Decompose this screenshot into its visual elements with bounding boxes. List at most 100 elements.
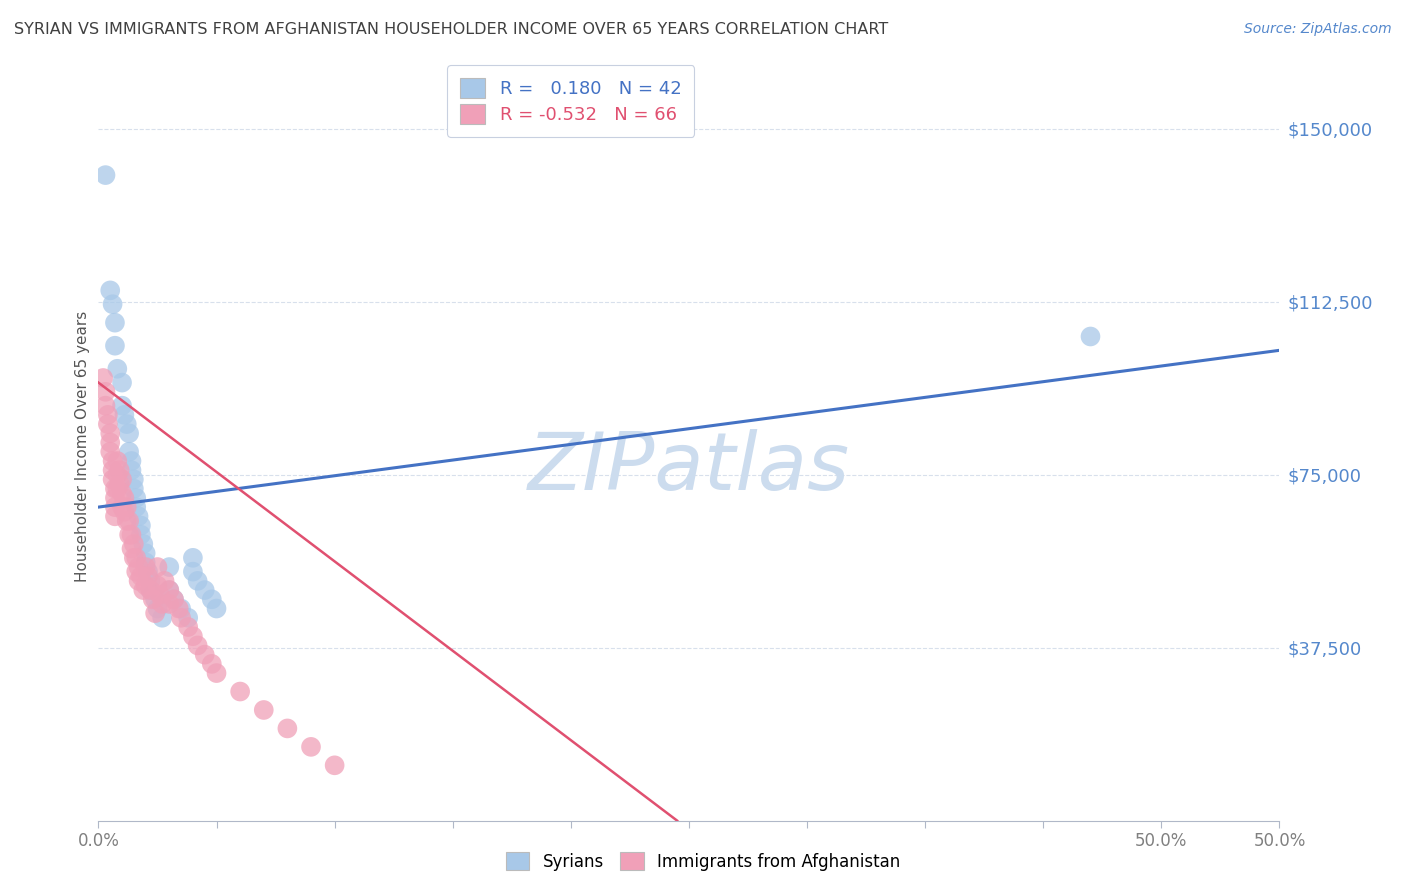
Point [111, 376, 134, 390]
Point [105, 361, 128, 376]
Point [128, 509, 150, 524]
Point [94, 384, 117, 399]
Point [104, 491, 127, 505]
Point [122, 482, 145, 496]
Point [132, 537, 155, 551]
Point [115, 514, 138, 528]
Legend: R =   0.180   N = 42, R = -0.532   N = 66: R = 0.180 N = 42, R = -0.532 N = 66 [447, 65, 695, 136]
Point [229, 684, 252, 698]
Point [170, 601, 193, 615]
Point [157, 560, 180, 574]
Point [135, 546, 157, 560]
Point [253, 703, 276, 717]
Point [111, 472, 134, 486]
Point [122, 472, 145, 486]
Point [181, 550, 204, 565]
Point [153, 574, 176, 588]
Point [143, 606, 166, 620]
Point [201, 657, 224, 671]
Point [91, 371, 114, 385]
Point [181, 565, 204, 579]
Point [157, 583, 180, 598]
Point [139, 574, 162, 588]
Point [128, 560, 150, 574]
Point [112, 491, 135, 505]
Point [150, 597, 173, 611]
Point [163, 592, 186, 607]
Point [125, 500, 148, 514]
Point [177, 611, 200, 625]
Point [101, 454, 124, 468]
Point [187, 574, 209, 588]
Point [157, 583, 180, 598]
Point [143, 592, 166, 607]
Point [101, 297, 124, 311]
Point [121, 463, 143, 477]
Point [97, 408, 120, 422]
Point [112, 505, 135, 519]
Point [205, 666, 228, 681]
Y-axis label: Householder Income Over 65 years: Householder Income Over 65 years [75, 310, 90, 582]
Point [108, 477, 131, 491]
Point [276, 722, 298, 736]
Point [135, 578, 157, 592]
Point [129, 518, 152, 533]
Point [98, 444, 121, 458]
Point [104, 482, 127, 496]
Point [129, 569, 152, 583]
Text: SYRIAN VS IMMIGRANTS FROM AFGHANISTAN HOUSEHOLDER INCOME OVER 65 YEARS CORRELATI: SYRIAN VS IMMIGRANTS FROM AFGHANISTAN HO… [14, 22, 889, 37]
Point [135, 560, 157, 574]
Point [125, 491, 148, 505]
Point [97, 417, 120, 431]
Point [121, 528, 143, 542]
Point [1080, 329, 1102, 343]
Point [146, 560, 169, 574]
Point [105, 482, 128, 496]
Point [125, 550, 148, 565]
Point [194, 648, 217, 662]
Point [108, 463, 131, 477]
Point [205, 601, 228, 615]
Point [149, 588, 172, 602]
Point [187, 639, 209, 653]
Point [128, 574, 150, 588]
Point [115, 417, 138, 431]
Point [98, 284, 121, 298]
Point [111, 500, 134, 514]
Point [136, 569, 159, 583]
Point [104, 316, 127, 330]
Point [181, 629, 204, 643]
Point [105, 467, 128, 482]
Point [157, 597, 180, 611]
Point [122, 537, 145, 551]
Point [139, 583, 162, 598]
Point [167, 601, 190, 615]
Point [299, 739, 322, 754]
Point [129, 528, 152, 542]
Point [146, 601, 169, 615]
Legend: Syrians, Immigrants from Afghanistan: Syrians, Immigrants from Afghanistan [498, 844, 908, 880]
Point [118, 528, 141, 542]
Point [121, 454, 143, 468]
Text: ZIPatlas: ZIPatlas [527, 429, 851, 508]
Point [201, 592, 224, 607]
Point [170, 611, 193, 625]
Point [136, 565, 159, 579]
Point [118, 514, 141, 528]
Point [118, 426, 141, 441]
Point [125, 565, 148, 579]
Point [194, 583, 217, 598]
Point [101, 472, 124, 486]
Point [115, 500, 138, 514]
Point [135, 556, 157, 570]
Point [112, 408, 135, 422]
Point [101, 463, 124, 477]
Point [94, 168, 117, 182]
Point [146, 578, 169, 592]
Point [104, 339, 127, 353]
Point [177, 620, 200, 634]
Point [163, 592, 186, 607]
Point [111, 399, 134, 413]
Point [132, 583, 155, 598]
Point [105, 454, 128, 468]
